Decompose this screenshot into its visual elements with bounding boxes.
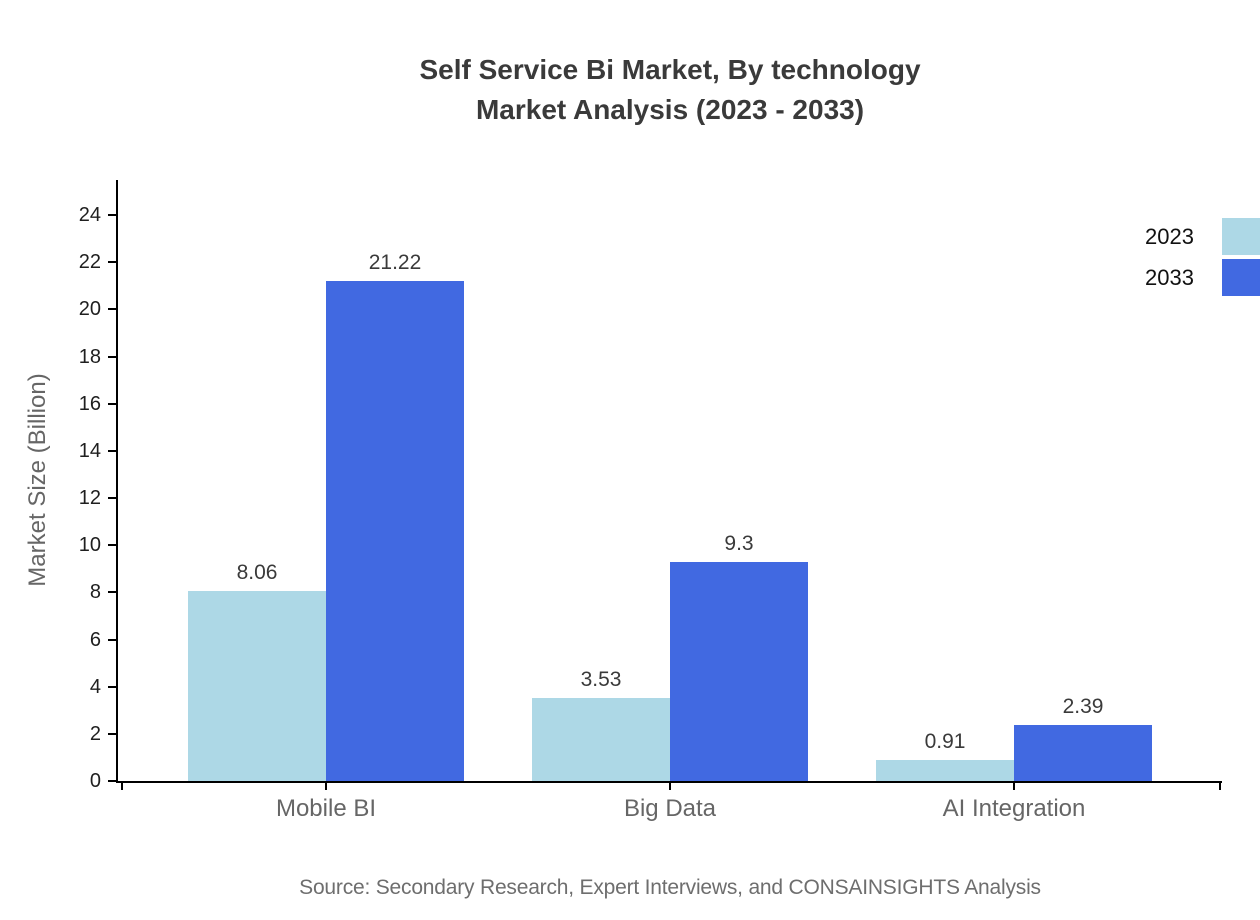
y-tick-mark <box>108 356 116 358</box>
y-tick-label: 20 <box>78 298 101 320</box>
x-tick-mark <box>669 781 671 790</box>
x-tick-mark <box>1219 781 1221 790</box>
y-tick-label: 6 <box>89 629 101 651</box>
y-tick-mark <box>108 733 116 735</box>
y-tick-label: 16 <box>78 393 101 415</box>
y-tick-label: 22 <box>78 251 101 273</box>
value-label-2023-big-data: 3.53 <box>580 667 622 691</box>
y-tick-mark <box>108 261 116 263</box>
y-tick-mark <box>108 308 116 310</box>
y-tick-label: 18 <box>78 346 101 368</box>
chart-title: Self Service Bi Market, By technology Ma… <box>419 50 920 130</box>
y-tick-label: 4 <box>89 676 101 698</box>
x-category-label: Big Data <box>623 795 717 822</box>
legend: 2023 2033 <box>1145 218 1260 300</box>
y-tick-mark <box>108 497 116 499</box>
bar-2033-big-data <box>670 561 808 781</box>
value-label-2033-big-data: 9.3 <box>724 531 754 555</box>
y-tick-mark <box>108 591 116 593</box>
plot-area: 0 2 4 6 8 10 12 14 16 18 20 22 24 Mobile BI Big Data AI… <box>79 180 1222 822</box>
x-category-label: Mobile BI <box>275 795 377 822</box>
legend-row-2023: 2023 <box>1145 218 1260 255</box>
y-tick-label: 8 <box>89 581 101 603</box>
y-tick-label: 14 <box>78 440 101 462</box>
y-tick-label: 10 <box>78 534 101 556</box>
source-note: Source: Secondary Research, Expert Inter… <box>299 876 1041 899</box>
y-tick-mark <box>108 450 116 452</box>
bar-2023-big-data <box>532 697 670 781</box>
bar-2033-ai-integration <box>1014 724 1152 781</box>
bar-2023-mobile-bi <box>188 590 326 781</box>
y-tick-mark <box>108 686 116 688</box>
legend-row-2033: 2033 <box>1145 259 1260 296</box>
chart-title-line2: Market Analysis (2023 - 2033) <box>475 94 865 125</box>
legend-label-2023: 2023 <box>1145 223 1194 249</box>
bar-2023-ai-integration <box>876 759 1014 781</box>
y-tick-mark <box>108 403 116 405</box>
y-axis-spine <box>116 180 118 783</box>
y-tick-label: 12 <box>78 487 101 509</box>
y-tick-mark <box>108 544 116 546</box>
value-label-2023-mobile-bi: 8.06 <box>236 560 278 584</box>
x-tick-mark <box>1013 781 1015 790</box>
y-tick-mark <box>108 639 116 641</box>
x-tick-mark <box>121 781 123 790</box>
y-tick-mark <box>108 214 116 216</box>
chart-title-line1: Self Service Bi Market, By technology <box>419 54 921 85</box>
bar-2033-mobile-bi <box>326 280 464 781</box>
legend-swatch-2023 <box>1222 218 1260 255</box>
y-tick-mark <box>108 780 116 782</box>
value-label-2033-mobile-bi: 21.22 <box>368 250 422 274</box>
value-label-2033-ai-integration: 2.39 <box>1062 694 1104 718</box>
y-tick-label: 0 <box>89 770 101 792</box>
x-category-label: AI Integration <box>942 795 1086 822</box>
x-tick-mark <box>325 781 327 790</box>
y-tick-label: 24 <box>78 204 101 226</box>
legend-swatch-2033 <box>1222 259 1260 296</box>
value-label-2023-ai-integration: 0.91 <box>924 729 966 753</box>
legend-label-2033: 2033 <box>1145 264 1194 290</box>
y-tick-label: 2 <box>89 723 101 745</box>
